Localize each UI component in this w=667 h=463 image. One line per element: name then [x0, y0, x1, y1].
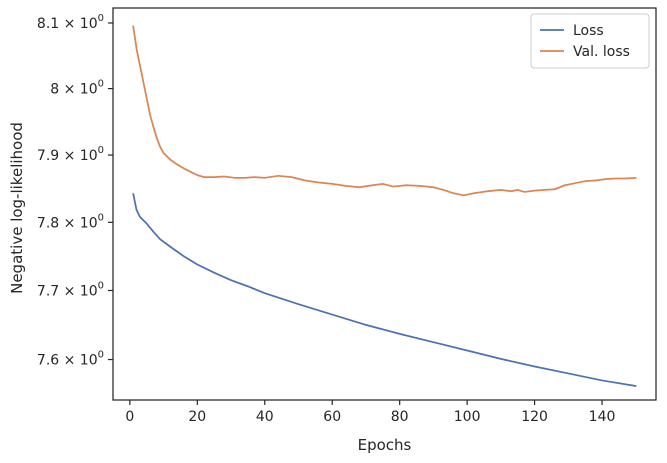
plot-lines: [132, 25, 637, 387]
x-axis-label: Epochs: [358, 436, 412, 454]
x-tick-label: 40: [256, 409, 274, 425]
x-tick-label: 80: [391, 409, 409, 425]
legend: Loss Val. loss: [530, 13, 650, 69]
x-axis-ticks: 0 20 40 60 80 100 120 140: [125, 400, 615, 425]
legend-label-0: Loss: [573, 23, 604, 39]
legend-box: [530, 13, 650, 69]
x-tick-label: 0: [125, 409, 134, 425]
series-line-0: [132, 193, 637, 387]
y-tick-label: 7.6 × 100: [37, 350, 104, 369]
y-axis-label: Negative log-likelihood: [8, 122, 26, 294]
x-tick-label: 100: [454, 409, 481, 425]
x-tick-label: 120: [521, 409, 548, 425]
y-tick-label: 8 × 100: [50, 79, 104, 98]
y-tick-label: 7.9 × 100: [37, 145, 104, 164]
plot-frame: [112, 7, 657, 401]
y-tick-label: 7.8 × 100: [37, 212, 104, 231]
x-tick-label: 20: [188, 409, 206, 425]
y-axis-ticks: 7.6 × 100 7.7 × 100 7.8 × 100 7.9 × 100 8 × …: [37, 13, 113, 369]
y-tick-label: 7.7 × 100: [37, 280, 104, 299]
series-line-1: [132, 25, 637, 197]
x-tick-label: 140: [589, 409, 616, 425]
y-tick-label: 8.1 × 100: [37, 13, 104, 32]
x-tick-label: 60: [323, 409, 341, 425]
legend-label-1: Val. loss: [573, 44, 630, 60]
